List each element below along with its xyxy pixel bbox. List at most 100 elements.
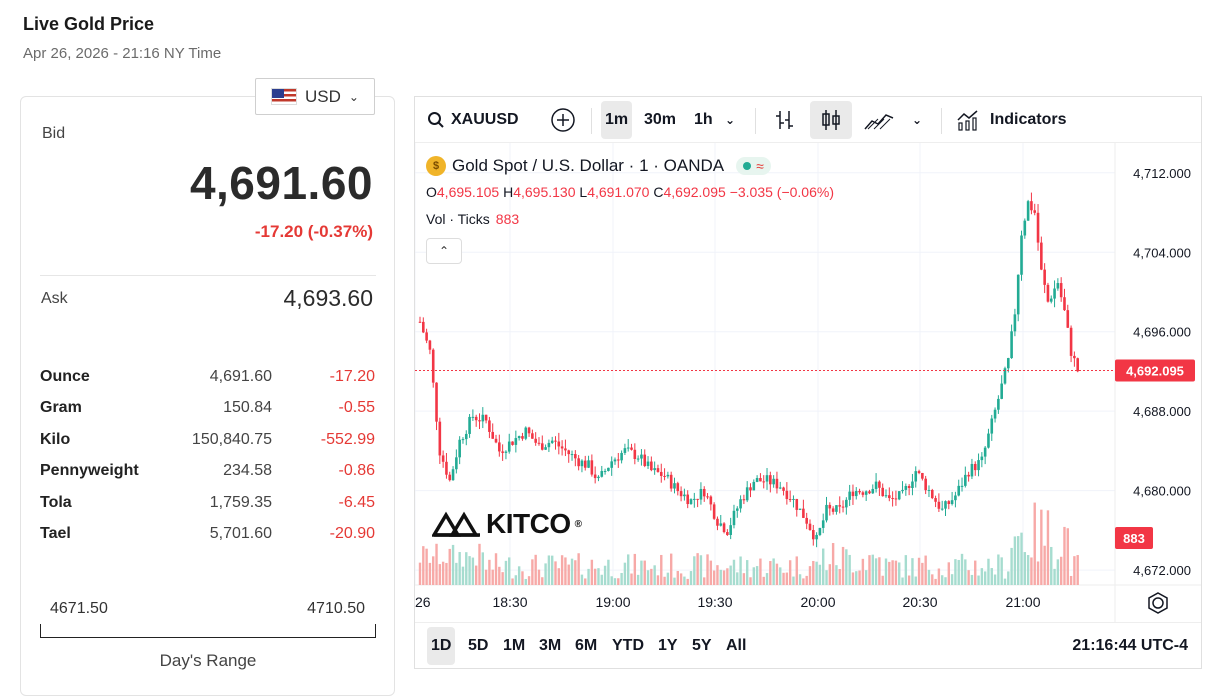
currency-select[interactable]: USD ⌄	[255, 78, 375, 115]
range-3m[interactable]: 3M	[539, 637, 562, 654]
candle-body	[759, 478, 762, 482]
candle-body	[544, 447, 547, 450]
last-volume-label: 883	[1123, 531, 1145, 546]
unit-price-table: Ounce 4,691.60 -17.20 Gram 150.84 -0.55 …	[40, 366, 376, 554]
volume-bar	[901, 577, 904, 585]
candle-body	[907, 485, 911, 488]
volume-bar	[676, 570, 679, 585]
price-chart[interactable]: 4,712.000 4,704.000 4,696.000 4,688.000 4,68…	[415, 143, 1201, 622]
candle-body	[554, 440, 557, 442]
candle-body	[603, 470, 607, 472]
volume-bar	[438, 564, 442, 585]
collapse-legend-button[interactable]: ⌃	[426, 238, 462, 264]
range-1m[interactable]: 1M	[503, 637, 526, 654]
volume-bar	[944, 577, 947, 585]
volume-bar	[481, 552, 484, 585]
volume-bar	[531, 559, 534, 585]
candle-body	[1016, 274, 1020, 315]
volume-bar	[947, 562, 950, 585]
volume-bar	[881, 575, 884, 585]
volume-bar	[1000, 557, 1003, 585]
chart-clock[interactable]: 21:16:44 UTC-4	[1072, 637, 1188, 654]
volume-bar	[1056, 559, 1060, 585]
unit-change: -0.55	[338, 399, 375, 417]
volume-bar	[627, 554, 630, 585]
range-1d[interactable]: 1D	[427, 627, 456, 665]
symbol-search-button[interactable]: XAUUSD	[427, 97, 519, 143]
range-1y[interactable]: 1Y	[658, 637, 678, 654]
candle-body	[498, 442, 501, 452]
volume-bar	[663, 576, 666, 585]
volume-bar	[689, 571, 693, 585]
last-price-label: 4,692.095	[1126, 364, 1184, 379]
volume-bar	[557, 568, 561, 585]
candle-body	[970, 463, 974, 477]
plus-circle-icon	[551, 108, 575, 132]
range-bar: 1D 5D 1M 3M 6M YTD 1Y 5Y All 21:16:44 UT…	[415, 622, 1201, 668]
candle-body	[524, 427, 528, 439]
ohlc-open: 4,695.105	[436, 184, 500, 200]
bid-change: -17.20 (-0.37%)	[254, 222, 373, 241]
volume-bar	[808, 566, 812, 585]
volume-bar	[666, 572, 670, 585]
candle-body	[699, 488, 703, 500]
candle-body	[997, 398, 1000, 410]
interval-dropdown-chevron-icon[interactable]: ⌄	[725, 113, 736, 127]
settings-icon[interactable]	[1152, 597, 1164, 609]
interval-1h[interactable]: 1h	[694, 111, 713, 128]
volume-bar	[1076, 555, 1079, 585]
chart-type-chevron-icon[interactable]: ⌄	[912, 113, 923, 127]
volume-bar	[894, 560, 898, 585]
candle-body	[983, 447, 987, 457]
volume-bar	[732, 559, 736, 585]
unit-name: Kilo	[40, 430, 71, 448]
candle-body	[478, 420, 481, 422]
candle-body	[1040, 242, 1043, 270]
candle-body	[977, 460, 980, 471]
interval-30m[interactable]: 30m	[644, 111, 677, 128]
range-5d[interactable]: 5D	[468, 637, 489, 654]
candle-body	[811, 529, 815, 540]
candle-body	[825, 504, 828, 521]
ohlc-change: −3.035 (−0.06%)	[729, 184, 834, 200]
candle-body	[1000, 383, 1003, 399]
range-6m[interactable]: 6M	[575, 637, 598, 654]
volume-bar	[782, 572, 785, 585]
candle-body	[739, 499, 742, 509]
volume-bar	[1013, 536, 1017, 585]
indicators-button[interactable]: Indicators	[956, 97, 1066, 143]
candle-body	[577, 458, 580, 467]
candle-body	[448, 474, 452, 481]
unit-name: Ounce	[40, 368, 90, 385]
volume-bar	[940, 575, 944, 585]
candle-body	[653, 468, 656, 471]
volume-bar	[508, 557, 511, 585]
indicators-icon	[957, 110, 978, 131]
compare-button[interactable]	[550, 97, 576, 143]
candle-body	[686, 494, 690, 505]
candle-body	[445, 461, 448, 475]
ohlc-close: 4,692.095	[663, 184, 726, 200]
volume-bar	[646, 570, 650, 585]
candle-body	[471, 416, 475, 418]
candle-body	[891, 498, 894, 500]
chart-type-button[interactable]	[864, 97, 894, 143]
candles-style-button[interactable]	[810, 101, 852, 139]
candle-body	[1020, 235, 1023, 275]
candle-body	[835, 505, 838, 512]
candle-body	[973, 463, 977, 471]
candle-body	[947, 501, 951, 505]
candle-body	[1073, 355, 1076, 359]
volume-bar	[1023, 552, 1027, 585]
range-5y[interactable]: 5Y	[692, 637, 712, 654]
range-ytd[interactable]: YTD	[612, 637, 644, 654]
volume-bar	[498, 566, 501, 585]
bar-style-button[interactable]	[774, 97, 796, 143]
volume-bar	[1073, 556, 1076, 585]
range-all[interactable]: All	[726, 637, 747, 654]
volume-bar	[544, 563, 547, 585]
interval-1m[interactable]: 1m	[601, 101, 633, 139]
volume-bar	[432, 556, 435, 585]
volume-bar	[448, 548, 451, 585]
volume-bar	[957, 559, 960, 585]
